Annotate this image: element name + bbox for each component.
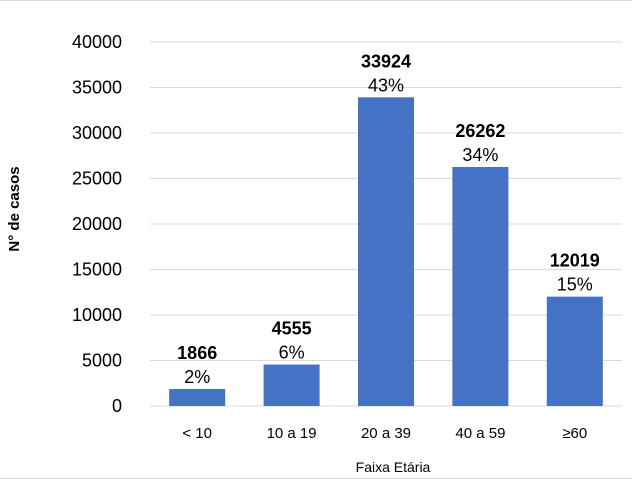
category-label: 20 a 39 — [361, 425, 411, 442]
value-label: 33924 — [361, 51, 411, 71]
y-tick-label: 30000 — [72, 123, 122, 143]
data-labels: 1866 2% 4555 6% 33924 43% 26262 34% 12019 15% — [177, 51, 600, 387]
y-tick-label: 20000 — [72, 214, 122, 234]
bar — [169, 389, 226, 406]
percent-label: 15% — [557, 275, 593, 295]
percent-label: 2% — [184, 367, 210, 387]
bar — [263, 364, 320, 406]
bar — [358, 97, 414, 407]
percent-label: 6% — [279, 343, 305, 363]
y-tick-labels: 0 5000 10000 15000 20000 25000 30000 35000 40000 — [72, 32, 122, 416]
y-tick-label: 15000 — [72, 260, 122, 280]
x-axis-title: Faixa Etária — [356, 459, 431, 475]
value-label: 12019 — [550, 251, 600, 271]
y-tick-label: 5000 — [82, 351, 122, 371]
percent-label: 43% — [368, 75, 404, 95]
y-tick-label: 25000 — [72, 169, 122, 189]
category-label: 10 a 19 — [267, 425, 317, 442]
x-tick-labels: < 10 10 a 19 20 a 39 40 a 59 ≥60 — [182, 425, 587, 442]
bar — [452, 167, 509, 406]
y-tick-label: 40000 — [72, 32, 122, 52]
bar — [546, 296, 603, 406]
category-label: 40 a 59 — [455, 425, 505, 442]
value-label: 4555 — [272, 319, 312, 339]
y-tick-label: 0 — [112, 396, 122, 416]
percent-label: 34% — [462, 145, 498, 165]
category-label: ≥60 — [562, 425, 587, 442]
value-label: 1866 — [177, 343, 217, 363]
bars — [169, 97, 603, 407]
value-label: 26262 — [455, 121, 505, 141]
category-label: < 10 — [182, 425, 212, 442]
y-axis-title: N° de casos — [6, 166, 23, 251]
y-tick-label: 10000 — [72, 305, 122, 325]
y-tick-label: 35000 — [72, 78, 122, 98]
